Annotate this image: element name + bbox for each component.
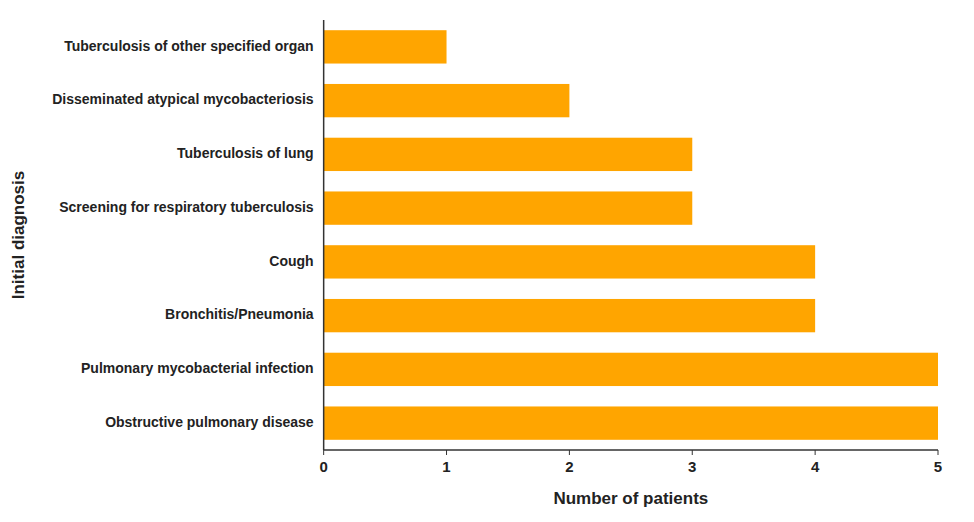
bar	[324, 30, 447, 63]
x-tick-label: 5	[934, 458, 942, 475]
bar	[324, 406, 938, 439]
x-tick	[446, 450, 447, 455]
bar	[324, 299, 815, 332]
page: {"chart_data": {"type": "bar", "orientat…	[0, 0, 974, 522]
x-tick-label: 3	[688, 458, 696, 475]
bar	[324, 353, 938, 386]
x-tick	[569, 450, 570, 455]
category-label: Disseminated atypical mycobacteriosis	[52, 91, 314, 107]
x-tick-label: 4	[811, 458, 820, 475]
bar	[324, 138, 693, 171]
category-label: Bronchitis/Pneumonia	[165, 306, 314, 322]
x-tick-label: 1	[442, 458, 450, 475]
x-tick	[815, 450, 816, 455]
x-tick	[938, 450, 939, 455]
bar	[324, 84, 570, 117]
bar	[324, 245, 815, 278]
category-label: Pulmonary mycobacterial infection	[81, 360, 314, 376]
x-ticks: 0 1 2 3 4 5	[319, 450, 942, 475]
axes	[324, 20, 938, 450]
category-label: Obstructive pulmonary disease	[105, 414, 314, 430]
x-axis-line	[324, 449, 938, 451]
bars	[324, 30, 938, 440]
x-tick-label: 0	[319, 458, 327, 475]
chart: Tuberculosis of other specified organ Dis…	[0, 0, 974, 522]
category-label: Tuberculosis of lung	[177, 145, 314, 161]
category-label: Cough	[269, 253, 313, 269]
x-tick	[323, 450, 324, 455]
x-tick-label: 2	[565, 458, 573, 475]
bar	[324, 191, 693, 224]
x-tick	[692, 450, 693, 455]
y-axis-line	[323, 20, 325, 450]
chart-container: Tuberculosis of other specified organ Dis…	[0, 0, 974, 522]
category-labels: Tuberculosis of other specified organ Dis…	[52, 38, 314, 430]
y-axis-title: Initial diagnosis	[9, 171, 28, 299]
x-axis-title: Number of patients	[553, 489, 708, 508]
category-label: Tuberculosis of other specified organ	[64, 38, 313, 54]
category-label: Screening for respiratory tuberculosis	[59, 199, 314, 215]
